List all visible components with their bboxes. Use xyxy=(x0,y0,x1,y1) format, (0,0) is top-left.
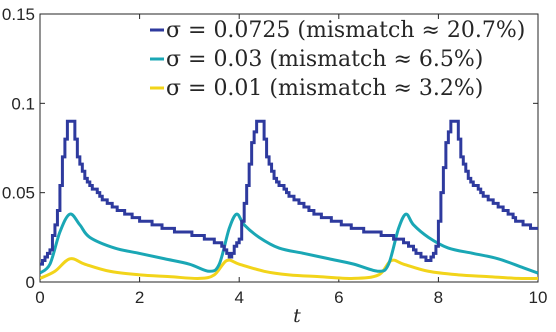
y-tick-label: 0.1 xyxy=(11,94,35,113)
y-tick-label: 0 xyxy=(26,273,35,292)
series-line-2 xyxy=(40,212,538,275)
x-axis-label: t xyxy=(293,305,301,327)
x-tick-label: 4 xyxy=(234,288,243,307)
legend-label-2: σ = 0.03 (mismatch ≈ 6.5%) xyxy=(166,47,483,72)
axes xyxy=(39,13,539,283)
series-line-3 xyxy=(40,257,538,281)
x-tick-label: 2 xyxy=(135,288,144,307)
y-tick-label: 0.15 xyxy=(2,5,35,24)
x-tick-label: 10 xyxy=(529,288,548,307)
x-tick-label: 0 xyxy=(35,288,44,307)
legend: σ = 0.0725 (mismatch ≈ 20.7%) σ = 0.03 (m… xyxy=(150,18,525,101)
series-layer xyxy=(40,119,538,281)
tick-labels: 0 2 4 6 8 10 0 0.05 0.1 0.15 xyxy=(2,5,548,307)
legend-label-1: σ = 0.0725 (mismatch ≈ 20.7%) xyxy=(166,18,525,43)
series-line-1 xyxy=(40,119,538,266)
x-tick-label: 8 xyxy=(434,288,443,307)
plot-frame xyxy=(39,13,539,283)
y-tick-label: 0.05 xyxy=(2,184,35,203)
legend-label-3: σ = 0.01 (mismatch ≈ 3.2%) xyxy=(166,76,483,101)
x-tick-label: 6 xyxy=(334,288,343,307)
